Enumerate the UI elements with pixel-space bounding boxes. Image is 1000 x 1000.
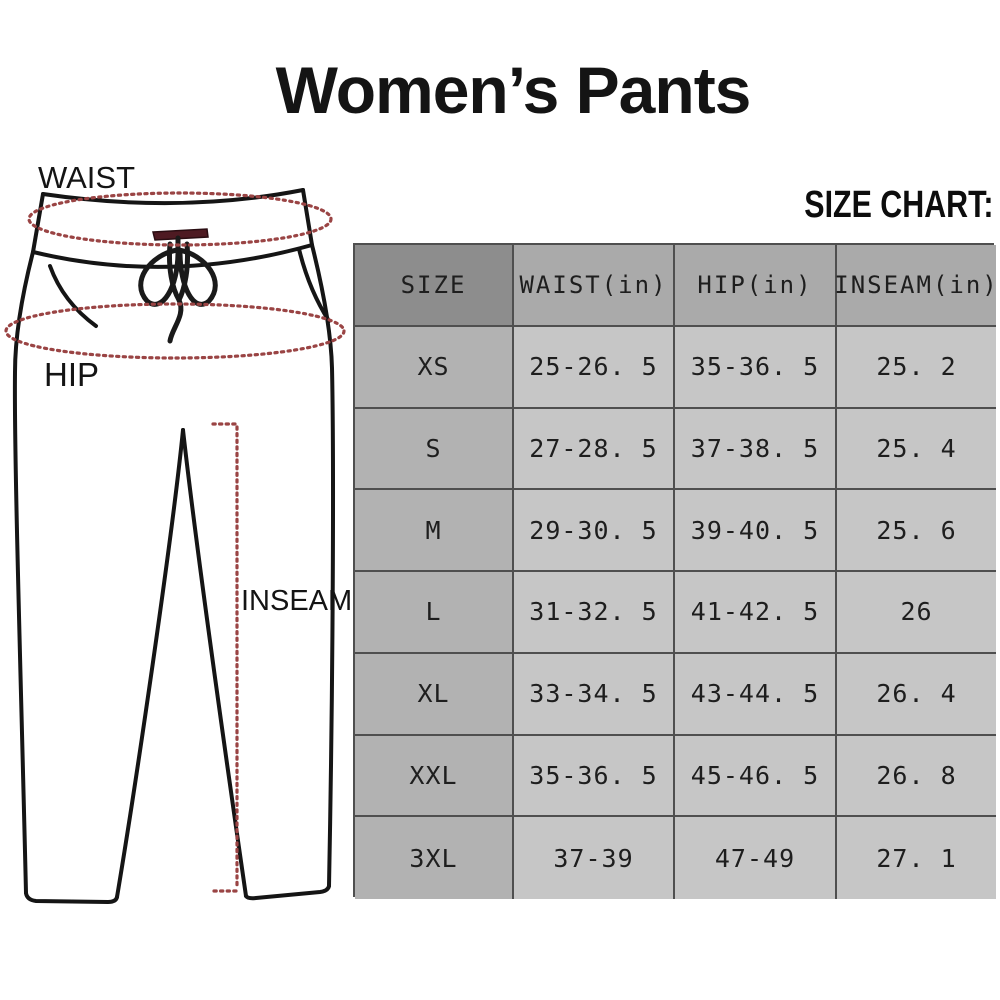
size-cell: S (355, 408, 514, 491)
left-pocket-line (48, 264, 98, 328)
waist-cell: 35-36. 5 (514, 735, 675, 818)
hip-cell: 41-42. 5 (675, 572, 837, 654)
inseam-cell: 25. 2 (837, 326, 996, 409)
pants-measurement-diagram-icon: WAIST HIP INSEAM (4, 160, 352, 904)
hip-measure-ellipse (4, 302, 346, 360)
hip-cell: 35-36. 5 (675, 326, 837, 409)
inseam-cell: 25. 4 (837, 408, 996, 491)
inseam-cell: 27. 1 (837, 817, 996, 899)
waist-cell: 31-32. 5 (514, 572, 675, 654)
page-title: Women’s Pants (275, 53, 752, 127)
size-cell: L (355, 572, 514, 654)
right-pocket-line (297, 247, 331, 323)
inseam-label: INSEAM (241, 585, 352, 617)
waist-cell: 33-34. 5 (514, 653, 675, 736)
inseam-cell: 25. 6 (837, 490, 996, 572)
header-cell-waist: WAIST(in) (514, 245, 675, 327)
hip-label: HIP (44, 356, 99, 393)
size-cell: M (355, 490, 514, 572)
waist-cell: 27-28. 5 (514, 408, 675, 491)
waist-cell: 29-30. 5 (514, 490, 675, 572)
hip-cell: 45-46. 5 (675, 735, 837, 818)
waist-label: WAIST (38, 160, 135, 195)
size-chart-heading: SIZE CHART: (803, 184, 993, 226)
waist-cell: 25-26. 5 (514, 326, 675, 409)
inseam-cell: 26. 8 (837, 735, 996, 818)
drawstring-icon (138, 228, 218, 344)
waist-cell: 37-39 (514, 817, 675, 899)
size-cell: XL (355, 653, 514, 736)
hip-cell: 47-49 (675, 817, 837, 899)
waist-measure-ellipse (27, 191, 333, 247)
hip-cell: 39-40. 5 (675, 490, 837, 572)
size-cell: 3XL (355, 817, 514, 899)
pants-outline (12, 188, 335, 904)
size-cell: XXL (355, 735, 514, 818)
header-cell-inseam: INSEAM(in) (834, 245, 997, 327)
size-table: SIZE WAIST(in) HIP(in) INSEAM(in) XS 25-… (353, 243, 997, 899)
inseam-cell: 26. 4 (837, 653, 996, 736)
hip-cell: 43-44. 5 (675, 653, 837, 736)
size-cell: XS (355, 326, 514, 409)
inseam-cell: 26 (837, 572, 996, 654)
header-cell-hip: HIP(in) (675, 245, 837, 327)
hip-cell: 37-38. 5 (675, 408, 837, 491)
header-cell-size: SIZE (355, 245, 514, 327)
